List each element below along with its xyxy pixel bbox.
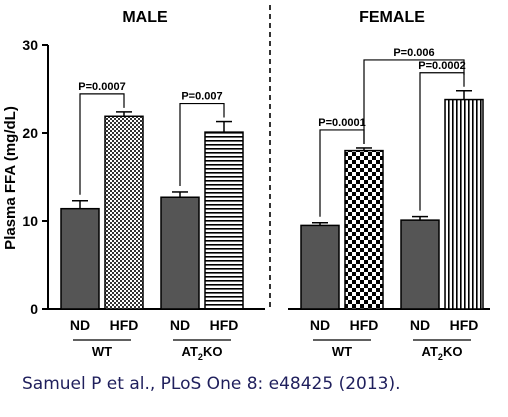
bars: ND HFD WT P=0.0007 ND HFD AT2KO P=0.007 ND HFD WT P… xyxy=(48,47,490,362)
bar-male-at2ko-hfd xyxy=(204,131,244,310)
y-tick-label: 30 xyxy=(22,37,38,53)
y-ticks: 0 10 20 30 xyxy=(22,37,48,317)
group-label: WT xyxy=(332,344,352,359)
category-label: HFD xyxy=(210,317,239,333)
pvalue-bracket xyxy=(179,102,225,186)
category-label: ND xyxy=(170,317,190,333)
pvalue-label: P=0.0001 xyxy=(318,117,365,129)
bar-female-at2ko-hfd xyxy=(444,98,484,310)
group-label: AT2KO xyxy=(182,344,223,362)
y-tick-label: 0 xyxy=(30,301,38,317)
bar-male-wt-nd xyxy=(60,207,100,310)
bar-female-wt-nd xyxy=(300,224,340,310)
cross-pvalue-bracket xyxy=(363,59,465,144)
pvalue-label: P=0.0007 xyxy=(78,81,125,93)
category-label: ND xyxy=(410,317,430,333)
category-label: HFD xyxy=(110,317,139,333)
panel-title-male: MALE xyxy=(122,9,168,26)
category-label: HFD xyxy=(450,317,479,333)
bar-male-wt-hfd xyxy=(104,115,144,310)
pvalue-bracket xyxy=(419,72,465,211)
y-axis-label: Plasma FFA (mg/dL) xyxy=(2,106,19,250)
y-tick-label: 10 xyxy=(22,213,38,229)
category-label: HFD xyxy=(350,317,379,333)
category-label: ND xyxy=(70,317,90,333)
cross-pvalue-label: P=0.006 xyxy=(393,47,434,59)
citation-caption: Samuel P et al., PLoS One 8: e48425 (201… xyxy=(22,374,401,394)
panel-title-female: FEMALE xyxy=(359,9,425,26)
group-label: WT xyxy=(92,344,112,359)
pvalue-bracket xyxy=(79,93,125,195)
group-label: AT2KO xyxy=(422,344,463,362)
bar-female-at2ko-nd xyxy=(400,219,440,310)
pvalue-label: P=0.007 xyxy=(181,91,222,103)
bar-male-at2ko-nd xyxy=(160,196,200,310)
category-label: ND xyxy=(310,317,330,333)
pvalue-label: P=0.0002 xyxy=(418,60,465,72)
y-tick-label: 20 xyxy=(22,125,38,141)
bar-female-wt-hfd xyxy=(344,149,384,310)
